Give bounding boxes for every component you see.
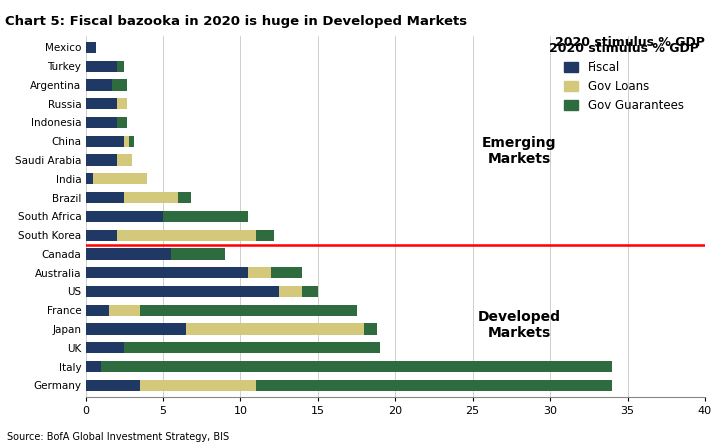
Bar (86, 42, 97, 53)
Bar (86, 79, 112, 91)
Bar (109, 305, 140, 316)
Bar (101, 361, 612, 372)
Bar (86, 342, 124, 353)
Bar (171, 248, 225, 260)
Bar (186, 323, 364, 335)
Bar (86, 380, 140, 391)
Bar (86, 155, 116, 166)
Bar (124, 135, 129, 147)
Bar (271, 267, 302, 278)
Bar (86, 230, 116, 241)
Bar (93, 173, 148, 184)
Bar (86, 211, 163, 222)
Bar (86, 305, 109, 316)
Bar (124, 192, 178, 203)
Bar (86, 117, 116, 128)
Bar (163, 211, 248, 222)
Bar (112, 79, 127, 91)
Bar (116, 117, 127, 128)
Bar (302, 286, 318, 297)
Text: 2020 stimulus % GDP: 2020 stimulus % GDP (555, 36, 705, 49)
Text: Emerging
Markets: Emerging Markets (482, 135, 556, 166)
Bar (86, 267, 248, 278)
Bar (116, 155, 132, 166)
Bar (116, 98, 127, 109)
Bar (129, 135, 134, 147)
Bar (256, 380, 612, 391)
Bar (140, 305, 356, 316)
Bar (86, 192, 124, 203)
Bar (140, 380, 256, 391)
Bar (86, 248, 171, 260)
Legend: Fiscal, Gov Loans, Gov Guarantees: Fiscal, Gov Loans, Gov Guarantees (549, 42, 699, 112)
Bar (86, 135, 124, 147)
Bar (256, 230, 275, 241)
Text: Chart 5: Fiscal bazooka in 2020 is huge in Developed Markets: Chart 5: Fiscal bazooka in 2020 is huge … (5, 15, 467, 28)
Bar (116, 230, 256, 241)
Text: Source: BofA Global Investment Strategy, BIS: Source: BofA Global Investment Strategy,… (7, 432, 230, 442)
Bar (279, 286, 302, 297)
Bar (178, 192, 191, 203)
Bar (86, 286, 279, 297)
Bar (86, 173, 93, 184)
Bar (86, 323, 186, 335)
Bar (364, 323, 377, 335)
Bar (124, 342, 379, 353)
Bar (86, 361, 101, 372)
Text: Developed
Markets: Developed Markets (478, 310, 561, 341)
Bar (86, 60, 116, 72)
Bar (86, 98, 116, 109)
Bar (116, 60, 124, 72)
Bar (248, 267, 271, 278)
